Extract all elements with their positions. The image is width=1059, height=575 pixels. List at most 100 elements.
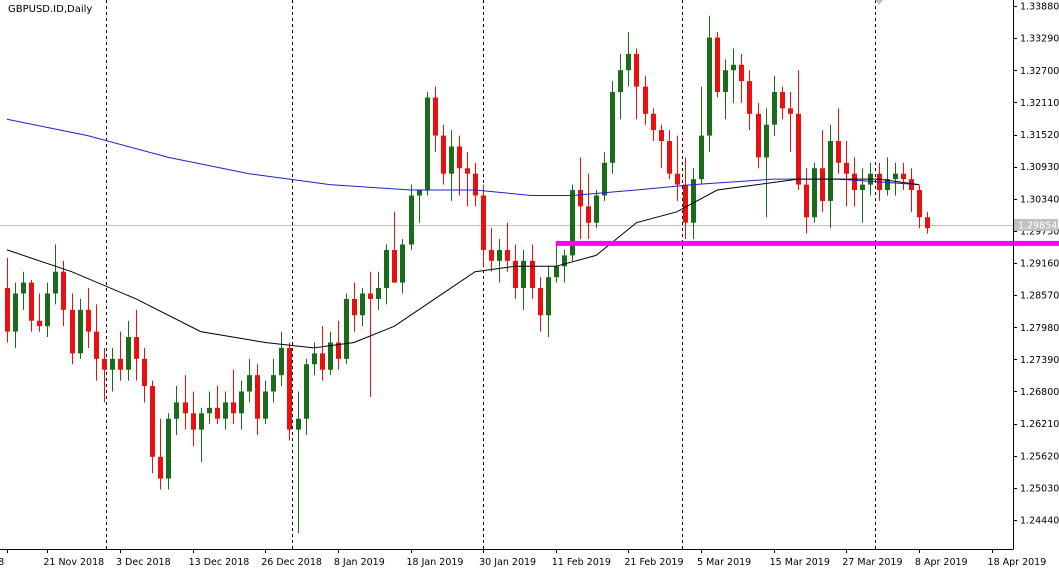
candle-body — [772, 92, 777, 125]
candle-body — [304, 364, 309, 418]
symbol-label: GBPUSD.ID,Daily — [8, 4, 92, 15]
candle-body — [643, 87, 648, 114]
candle-body — [118, 359, 123, 370]
support-level-line[interactable] — [556, 241, 1059, 246]
candle — [425, 92, 430, 195]
date-tick-label: 26 Dec 2018 — [261, 557, 322, 568]
price-tick-label: 1.29160 — [1020, 259, 1059, 270]
candle-body — [788, 108, 793, 113]
candle-body — [804, 185, 809, 218]
current-price-tag: 1.29854 — [1014, 219, 1058, 232]
candle-body — [5, 288, 10, 332]
candle-body — [812, 168, 817, 217]
candle-body — [586, 206, 591, 222]
candle-body — [45, 293, 50, 326]
candle — [594, 190, 599, 228]
candle-body — [328, 342, 333, 369]
candle-body — [142, 359, 147, 386]
date-tick-label: 21 Nov 2018 — [43, 557, 104, 568]
price-tick-label: 1.26210 — [1020, 419, 1059, 430]
price-tick-label: 1.28570 — [1020, 291, 1059, 302]
candle-body — [239, 392, 244, 414]
candle-body — [376, 288, 381, 299]
candle-body — [126, 337, 131, 370]
candle-body — [602, 163, 607, 196]
candle-body — [134, 337, 139, 359]
candle-body — [21, 283, 26, 294]
candle-body — [901, 174, 906, 179]
candle-body — [457, 146, 462, 168]
candle-body — [659, 130, 664, 141]
candle-body — [384, 250, 389, 288]
price-tick-label: 1.24440 — [1020, 516, 1059, 527]
candle-body — [667, 141, 672, 174]
price-tick-label: 1.27980 — [1020, 323, 1059, 334]
candle-body — [796, 114, 801, 185]
date-tick-label: 13 Dec 2018 — [189, 557, 250, 568]
price-tick-label: 1.27390 — [1020, 355, 1059, 366]
candle-body — [836, 141, 841, 163]
candle-body — [37, 321, 42, 326]
date-tick-label: 27 Mar 2019 — [842, 557, 902, 568]
candle-body — [425, 97, 430, 190]
candle-body — [828, 141, 833, 201]
candle-body — [174, 402, 179, 418]
candle-body — [255, 375, 260, 419]
date-tick-label: 18 Apr 2019 — [988, 557, 1047, 568]
candle-body — [183, 402, 188, 413]
date-tick-label: 30 Jan 2019 — [479, 557, 536, 568]
candle-body — [449, 146, 454, 173]
candle-body — [409, 195, 414, 244]
candle-body — [626, 54, 631, 70]
candle-body — [199, 413, 204, 429]
candle-body — [78, 310, 83, 354]
candle-body — [231, 402, 236, 413]
date-tick-label: 8 Jan 2019 — [334, 557, 385, 568]
candle-body — [756, 114, 761, 158]
candle — [812, 163, 817, 223]
candle — [287, 342, 292, 440]
current-price-label: 1.29854 — [1018, 221, 1057, 232]
candle-body — [368, 293, 373, 298]
candle-body — [473, 174, 478, 196]
candle-body — [296, 419, 301, 430]
price-tick-label: 1.26800 — [1020, 387, 1059, 398]
candle-body — [917, 190, 922, 217]
candle-body — [271, 375, 276, 391]
candle-body — [860, 185, 865, 190]
candle-body — [344, 299, 349, 359]
candle-body — [191, 413, 196, 429]
candle-body — [538, 288, 543, 315]
candle-body — [505, 250, 510, 261]
candle-body — [29, 283, 34, 321]
candle-body — [481, 195, 486, 249]
candle-body — [675, 174, 680, 185]
date-tick-label: 5 Mar 2019 — [697, 557, 751, 568]
candle-body — [723, 70, 728, 92]
candle-body — [352, 299, 357, 315]
candle-body — [53, 272, 58, 294]
candle-body — [578, 190, 583, 206]
price-tick-label: 1.32700 — [1020, 66, 1059, 77]
candle-body — [465, 168, 470, 173]
candle-body — [287, 348, 292, 430]
date-tick-label: 11 Feb 2019 — [552, 557, 611, 568]
candle-body — [683, 185, 688, 223]
candle-body — [441, 136, 446, 174]
candle-body — [634, 54, 639, 87]
date-tick-label: 8 Apr 2019 — [915, 557, 968, 568]
candle-body — [489, 250, 494, 261]
candle-body — [594, 195, 599, 222]
candle-body — [764, 125, 769, 158]
candle-body — [691, 179, 696, 223]
date-tick-label: 15 Mar 2019 — [770, 557, 830, 568]
date-tick-label: 21 Feb 2019 — [624, 557, 683, 568]
candle-body — [223, 402, 228, 418]
candle-body — [102, 359, 107, 370]
candle-body — [207, 408, 212, 413]
candle — [344, 293, 349, 364]
candle-body — [546, 277, 551, 315]
